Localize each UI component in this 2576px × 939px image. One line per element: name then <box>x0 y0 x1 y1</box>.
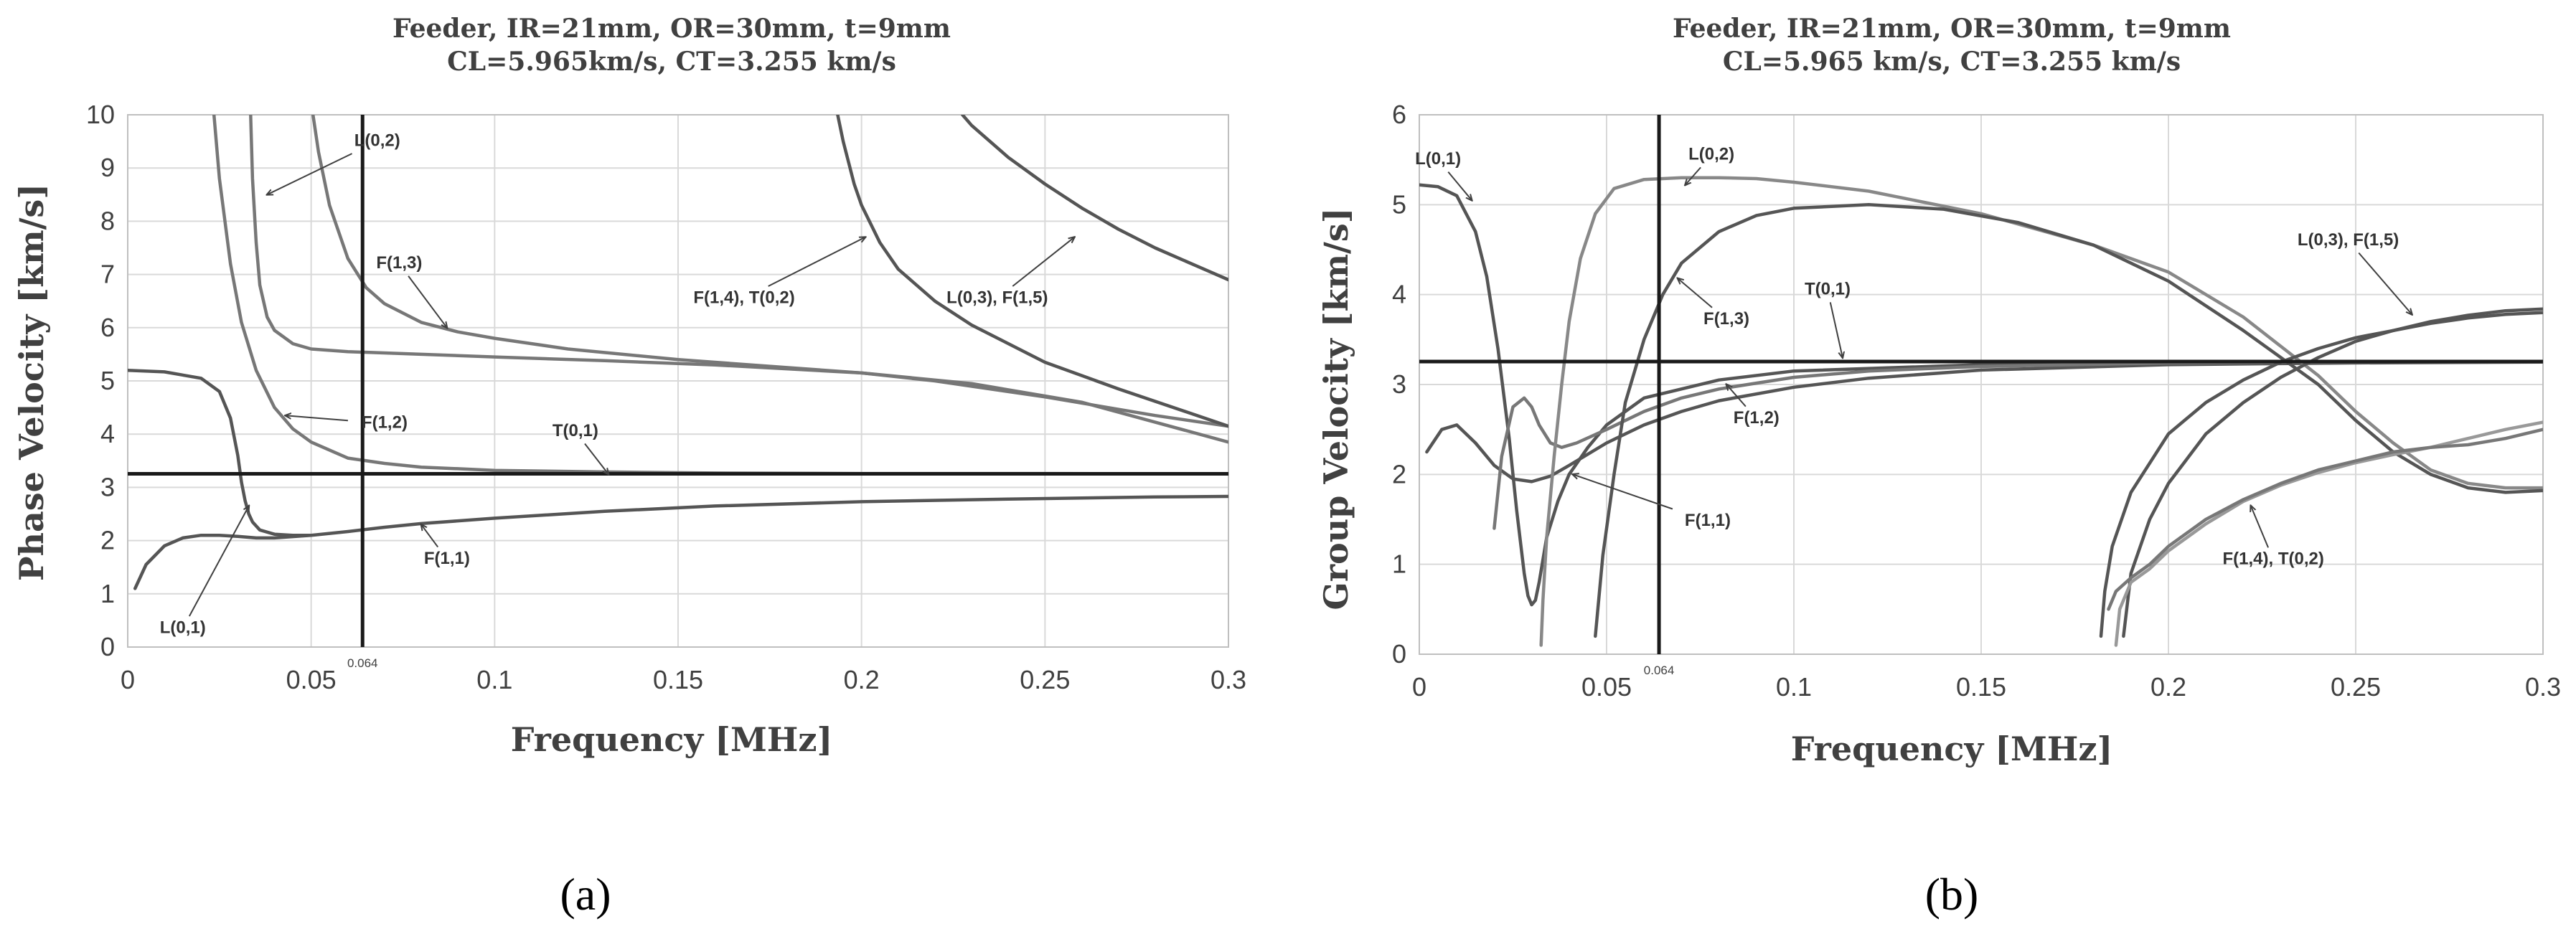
panel-a-series-f-1-4-t-0-2 <box>836 115 1228 428</box>
panel-a-annotation-arrow <box>286 415 349 422</box>
panel-b-curve-annotation: F(1,1) <box>1685 511 1731 530</box>
panel-a-curve-annotation: L(0,1) <box>160 618 206 637</box>
panel-b-x-axis-label: Frequency [MHz] <box>1791 730 2112 768</box>
panel-a-series-l-0-2 <box>249 115 1228 444</box>
panel-a-y-axis-label: Phase Velocity [km/s] <box>12 184 51 581</box>
panel-a-annotation-arrow <box>768 237 865 287</box>
panel-b-series-l-0-2 <box>1539 176 2543 647</box>
panel-a-plot-frame <box>127 114 1229 648</box>
panel-b-x-tick-label: 0.3 <box>2525 672 2561 702</box>
panel-b-curve-annotation: L(0,3), F(1,5) <box>2298 230 2399 250</box>
panel-b-y-tick-label: 1 <box>1392 549 1406 579</box>
panel-a-series-f-1-1 <box>133 494 1228 590</box>
panel-a-y-tick-label: 5 <box>100 366 115 395</box>
panel-b-curve-annotation: T(0,1) <box>1805 280 1851 299</box>
panel-b-annotation-arrow <box>1678 278 1713 308</box>
panel-b-series-f-1-1 <box>1425 360 2543 483</box>
panel-a-series-l-0-3-f-1-5 <box>961 115 1228 282</box>
panel-a-x-tick-label: 0.15 <box>653 665 703 694</box>
panel-a-y-tick-label: 9 <box>100 153 115 182</box>
panel-a-series-f-1-3 <box>311 115 1228 428</box>
panel-b-y-tick-label: 4 <box>1392 280 1406 309</box>
panel-b-series-l-0-3-f-1-5-2 <box>2122 307 2543 638</box>
panel-b-x-tick-label: 0.25 <box>2331 672 2381 702</box>
panel-a-y-tick-label: 2 <box>100 526 115 555</box>
panel-b-curve-annotation: F(1,3) <box>1703 309 1749 329</box>
panel-a-y-tick-label: 8 <box>100 206 115 235</box>
panel-b-x-tick-label: 0.15 <box>1956 672 2006 702</box>
panel-b-annotation-arrow <box>1573 474 1673 510</box>
panel-a-x-axis-label: Frequency [MHz] <box>511 720 832 759</box>
panel-b-y-axis-label: Group Velocity [km/s] <box>1317 208 1355 610</box>
panel-a-y-tick-label: 3 <box>100 472 115 501</box>
panel-a-x-tick-label: 0.3 <box>1211 665 1246 694</box>
panel-a-curve-annotation: F(1,3) <box>376 253 422 273</box>
panel-b-subtitle: CL=5.965 km/s, CT=3.255 km/s <box>1723 47 2181 77</box>
panel-a-curve-annotation: F(1,4), T(0,2) <box>693 288 794 307</box>
panel-b-y-tick-label: 2 <box>1392 459 1406 489</box>
panel-b-x-tick-label: 0.05 <box>1581 672 1632 702</box>
panel-a-y-tick-label: 7 <box>100 260 115 289</box>
panel-a-series-l-0-1 <box>128 368 313 537</box>
panel-a-label: (a) <box>560 869 611 920</box>
panel-a-y-tick-label: 0 <box>100 632 115 661</box>
panel-a-curve-annotation: T(0,1) <box>553 421 598 440</box>
panel-a-annotation-arrow <box>1012 237 1074 287</box>
panel-b-frequency-marker-label: 0.064 <box>1644 664 1675 677</box>
panel-b-annotation-arrow <box>1726 384 1747 407</box>
panel-a-frequency-marker-label: 0.064 <box>347 656 378 670</box>
panel-b-curve-annotation: F(1,4), T(0,2) <box>2222 549 2323 569</box>
panel-b-x-tick-label: 0.1 <box>1776 672 1812 702</box>
panel-a-y-tick-label: 4 <box>100 419 115 448</box>
panel-b-group-velocity-chart: Feeder, IR=21mm, OR=30mm, t=9mm CL=5.965… <box>1317 14 2561 920</box>
panel-b-curve-annotation: F(1,2) <box>1734 408 1780 428</box>
panel-a-x-tick-label: 0 <box>121 665 135 694</box>
panel-a-y-tick-label: 1 <box>100 579 115 608</box>
panel-b-x-tick-label: 0 <box>1412 672 1426 702</box>
panel-a-plot-area: 0 1 2 3 4 5 6 7 8 9 10 0 0.05 0.1 0.15 0.2 0.25 0.3 0.064 L… <box>86 100 1246 694</box>
panel-a-annotation-arrow <box>267 153 352 194</box>
panel-a-annotation-arrow <box>584 443 608 473</box>
panel-b-annotation-arrow <box>2358 252 2412 314</box>
panel-b-annotation-arrow <box>1686 166 1701 184</box>
panel-a-y-tick-label: 10 <box>86 100 115 129</box>
panel-b-series-l-0-1 <box>1419 183 2543 607</box>
panel-a-x-tick-label: 0.05 <box>286 665 337 694</box>
panel-a-curve-annotation: L(0,2) <box>354 131 400 150</box>
panel-a-annotation-arrow <box>188 506 249 617</box>
panel-b-curve-annotation: L(0,1) <box>1415 149 1461 169</box>
panel-a-curve-annotation: F(1,2) <box>362 413 408 433</box>
panel-b-series-f-1-2 <box>1493 360 2543 530</box>
panel-a-subtitle: CL=5.965km/s, CT=3.255 km/s <box>447 47 896 77</box>
panel-a-x-tick-label: 0.2 <box>844 665 880 694</box>
panel-b-label: (b) <box>1925 869 1979 920</box>
panel-a-y-tick-label: 6 <box>100 313 115 342</box>
panel-b-y-tick-label: 6 <box>1392 100 1406 129</box>
panel-b-y-tick-label: 3 <box>1392 369 1406 399</box>
panel-b-y-tick-label: 5 <box>1392 189 1406 219</box>
panel-b-title: Feeder, IR=21mm, OR=30mm, t=9mm <box>1673 14 2231 44</box>
panel-a-x-tick-label: 0.1 <box>476 665 512 694</box>
panel-b-plot-frame <box>1419 114 2544 655</box>
panel-b-series-f-1-4-t-0-2-2 <box>2107 428 2543 611</box>
panel-b-series-f-1-4-t-0-2 <box>2114 420 2543 647</box>
panel-a-title: Feeder, IR=21mm, OR=30mm, t=9mm <box>392 14 951 44</box>
panel-a-phase-velocity-chart: Feeder, IR=21mm, OR=30mm, t=9mm CL=5.965… <box>12 14 1246 920</box>
panel-b-annotation-arrow <box>2251 506 2270 548</box>
panel-a-annotation-arrow <box>421 524 439 548</box>
panel-a-annotation-arrow <box>408 275 447 328</box>
panel-b-plot-area: 0 1 2 3 4 5 6 0 0.05 0.1 0.15 0.2 0.25 0.3 0.064 L(0,1)… <box>1392 100 2561 702</box>
panel-b-y-tick-label: 0 <box>1392 639 1406 669</box>
panel-a-curve-annotation: F(1,1) <box>424 549 470 568</box>
panel-a-curve-annotation: L(0,3), F(1,5) <box>946 288 1048 307</box>
panel-b-x-tick-label: 0.2 <box>2150 672 2186 702</box>
panel-b-annotation-arrow <box>1447 171 1472 200</box>
panel-a-x-tick-label: 0.25 <box>1020 665 1070 694</box>
panel-b-annotation-arrow <box>1829 302 1843 357</box>
panel-b-curve-annotation: L(0,2) <box>1688 145 1734 164</box>
